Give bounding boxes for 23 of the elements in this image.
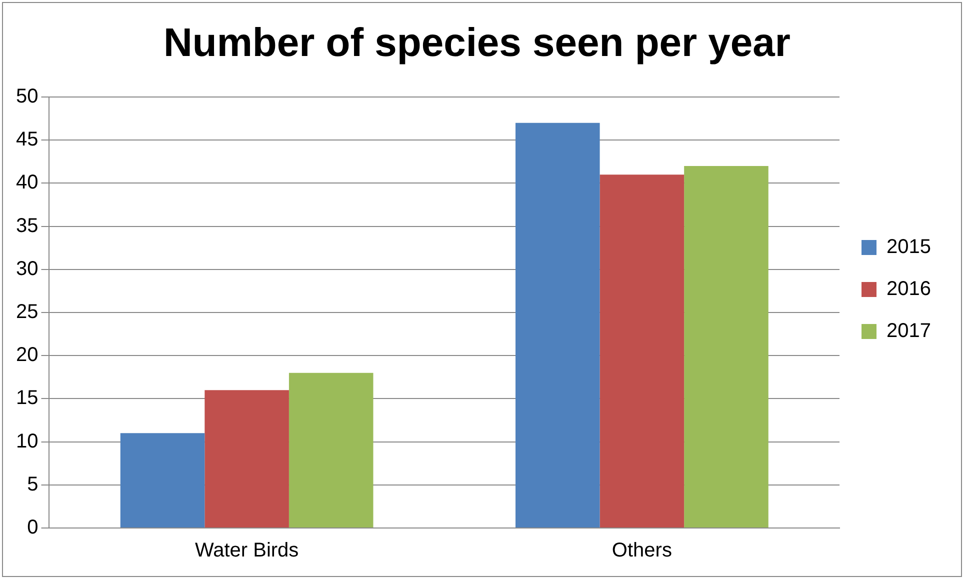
y-tick-label: 5 — [27, 473, 38, 496]
y-tick-label: 30 — [16, 258, 38, 280]
y-tick-label: 10 — [16, 430, 38, 452]
y-tick-label: 45 — [16, 128, 38, 151]
x-tick-label: Water Birds — [194, 540, 299, 562]
y-tick-label: 35 — [16, 214, 38, 237]
bar — [600, 174, 684, 528]
y-tick-label: 15 — [16, 387, 38, 410]
y-tick-label: 0 — [27, 516, 38, 539]
bar — [120, 433, 205, 528]
y-tick-label: 50 — [16, 86, 38, 108]
y-tick-label: 40 — [16, 172, 38, 194]
x-tick-label: Others — [612, 540, 672, 562]
bar — [204, 390, 289, 528]
y-tick-label: 25 — [16, 301, 38, 324]
bar — [288, 372, 374, 528]
legend-label: 2017 — [886, 320, 932, 342]
legend-label: 2016 — [886, 278, 932, 300]
y-tick-label: 20 — [16, 344, 38, 366]
chart-title: Number of species seen per year — [164, 21, 790, 66]
legend-label: 2015 — [886, 236, 932, 258]
bar — [516, 122, 600, 528]
bar — [684, 166, 768, 528]
